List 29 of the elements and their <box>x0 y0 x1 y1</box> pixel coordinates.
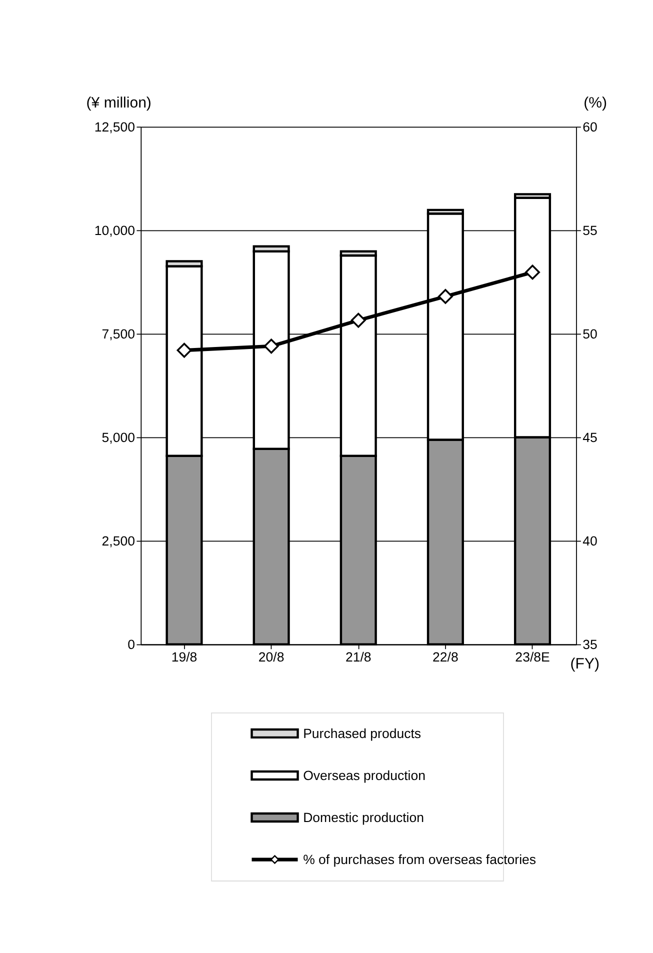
point <box>525 264 540 280</box>
point <box>176 342 192 358</box>
legend-label: % of purchases from overseas factories <box>303 852 536 867</box>
y-tick-label: 0 <box>128 637 135 652</box>
y2-axis-title: (%) <box>584 94 607 112</box>
y2-tick-label: 60 <box>582 120 598 135</box>
y2-tick-label: 50 <box>582 326 598 342</box>
y-tick-label: 7,500 <box>102 326 135 342</box>
y-tick-label: 12,500 <box>94 120 135 135</box>
point <box>264 338 279 354</box>
x-tick-label: 19/8 <box>171 650 198 665</box>
legend-label: Purchased products <box>303 726 422 741</box>
x-tick-label: 21/8 <box>345 650 372 665</box>
y2-tick-label: 40 <box>582 534 598 549</box>
x-tick-label: 23/8E <box>515 650 550 665</box>
point <box>350 312 366 328</box>
y-tick-label: 2,500 <box>102 534 135 549</box>
x-axis-title: (FY) <box>570 656 600 673</box>
legend-label: Domestic production <box>303 810 424 825</box>
y2-tick-label: 55 <box>582 223 598 238</box>
y2-tick-label: 35 <box>582 637 598 652</box>
y-axis-title: (¥ million) <box>86 94 152 112</box>
y-tick-label: 10,000 <box>94 223 135 238</box>
x-tick-label: 20/8 <box>258 650 284 665</box>
point <box>438 289 453 304</box>
legend-label: Overseas production <box>303 768 426 783</box>
x-tick-label: 22/8 <box>432 650 458 665</box>
y2-tick-label: 45 <box>582 430 598 446</box>
y-tick-label: 5,000 <box>102 430 135 446</box>
